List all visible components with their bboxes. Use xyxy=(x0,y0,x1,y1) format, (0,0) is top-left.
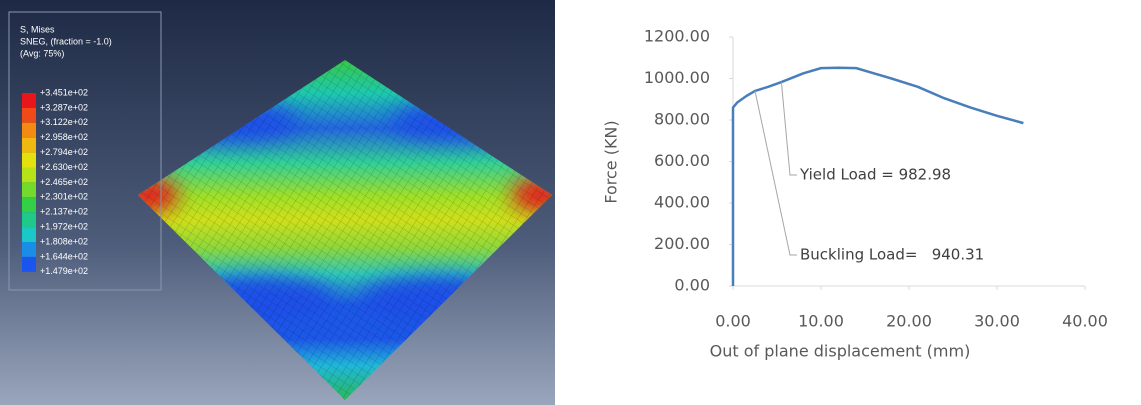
legend-level: +2.301e+02 xyxy=(40,192,88,202)
legend-heading: SNEG, (fraction = -1.0) xyxy=(20,36,112,46)
legend-level: +2.465e+02 xyxy=(40,177,88,187)
color-swatch xyxy=(22,242,36,257)
y-tick-label: 400.00 xyxy=(654,193,710,212)
y-tick-label: 1200.00 xyxy=(644,27,710,46)
legend-heading: S, Mises xyxy=(20,24,55,34)
legend-level: +3.451e+02 xyxy=(40,87,88,97)
legend-level: +1.479e+02 xyxy=(40,266,88,276)
color-swatch xyxy=(22,227,36,242)
figure: Out of plane displacement (mm) Force (KN… xyxy=(0,0,1141,405)
color-swatch xyxy=(22,197,36,212)
y-axis-title: Force (KN) xyxy=(602,120,621,203)
x-axis-title: Out of plane displacement (mm) xyxy=(710,342,971,361)
legend-level: +1.972e+02 xyxy=(40,221,88,231)
color-swatch xyxy=(22,123,36,138)
color-swatch xyxy=(22,212,36,227)
y-tick-label: 0.00 xyxy=(674,276,710,295)
color-swatch xyxy=(22,168,36,183)
color-swatch xyxy=(22,108,36,123)
legend-level: +2.958e+02 xyxy=(40,132,88,142)
legend-heading: (Avg: 75%) xyxy=(20,48,64,58)
color-swatch xyxy=(22,93,36,108)
legend-level: +1.644e+02 xyxy=(40,251,88,261)
annotation: Yield Load = 982.98 xyxy=(799,166,951,184)
x-tick-label: 0.00 xyxy=(715,312,751,331)
x-tick-label: 40.00 xyxy=(1062,312,1108,331)
x-tick-label: 10.00 xyxy=(798,312,844,331)
legend-level: +2.630e+02 xyxy=(40,162,88,172)
legend-level: +3.287e+02 xyxy=(40,102,88,112)
y-tick-label: 600.00 xyxy=(654,151,710,170)
legend-level: +3.122e+02 xyxy=(40,117,88,127)
y-tick-label: 200.00 xyxy=(654,234,710,253)
color-swatch xyxy=(22,257,36,272)
annotation: Buckling Load= 940.31 xyxy=(800,246,984,264)
y-tick-label: 1000.00 xyxy=(644,68,710,87)
x-tick-label: 20.00 xyxy=(886,312,932,331)
legend-level: +2.794e+02 xyxy=(40,147,88,157)
legend-level: +1.808e+02 xyxy=(40,236,88,246)
color-swatch xyxy=(22,182,36,197)
color-swatch xyxy=(22,153,36,168)
color-swatch xyxy=(22,138,36,153)
x-tick-label: 30.00 xyxy=(974,312,1020,331)
y-tick-label: 800.00 xyxy=(654,110,710,129)
legend-level: +2.137e+02 xyxy=(40,207,88,217)
